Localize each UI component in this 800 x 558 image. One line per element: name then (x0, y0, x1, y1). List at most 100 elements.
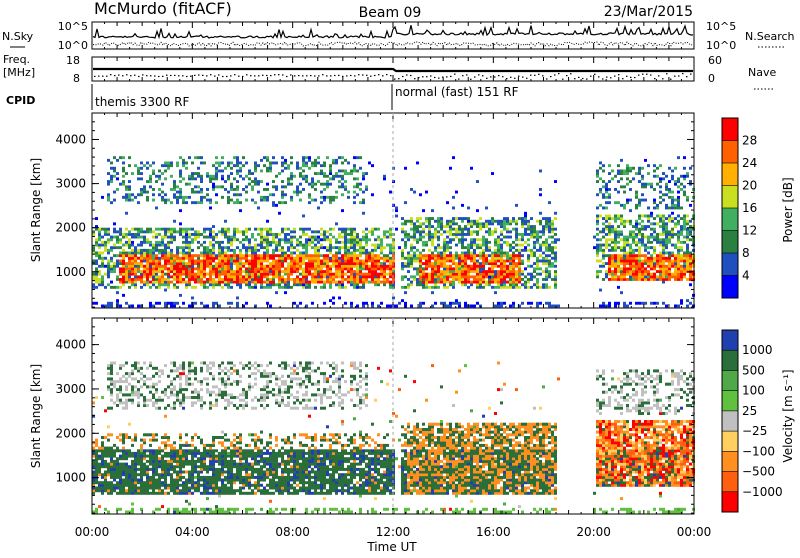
heatmap-cell (665, 267, 668, 270)
heatmap-cell (458, 273, 461, 276)
heatmap-cell (611, 228, 614, 231)
heatmap-cell (116, 399, 119, 402)
heatmap-cell (119, 439, 122, 442)
heatmap-cell (527, 302, 530, 305)
heatmap-cell (653, 170, 656, 173)
heatmap-cell (170, 175, 173, 178)
heatmap-cell (422, 286, 425, 289)
heatmap-cell (170, 249, 173, 252)
heatmap-cell (365, 281, 368, 284)
heatmap-cell (158, 473, 161, 476)
heatmap-cell (119, 281, 122, 284)
heatmap-cell (446, 236, 449, 239)
nave-point (374, 75, 376, 76)
heatmap-cell (374, 267, 377, 270)
heatmap-cell (443, 238, 446, 241)
heatmap-cell (656, 238, 659, 241)
heatmap-cell (611, 241, 614, 244)
heatmap-cell (377, 305, 380, 308)
heatmap-cell (338, 265, 341, 268)
heatmap-cell (608, 172, 611, 175)
heatmap-cell (548, 305, 551, 308)
heatmap-cell (140, 265, 143, 268)
heatmap-cell (332, 196, 335, 199)
heatmap-cell (227, 270, 230, 273)
heatmap-cell (140, 452, 143, 455)
heatmap-cell (467, 275, 470, 278)
heatmap-cell (431, 236, 434, 239)
heatmap-cell (143, 375, 146, 378)
heatmap-cell (455, 257, 458, 260)
heatmap-cell (341, 273, 344, 276)
heatmap-cell (152, 254, 155, 257)
heatmap-cell (320, 183, 323, 186)
heatmap-cell (143, 401, 146, 404)
heatmap-cell (644, 262, 647, 265)
heatmap-cell (134, 257, 137, 260)
heatmap-cell (203, 286, 206, 289)
heatmap-cell (206, 188, 209, 191)
heatmap-cell (251, 278, 254, 281)
heatmap-cell (401, 267, 404, 270)
heatmap-cell (161, 241, 164, 244)
nave-point (106, 76, 108, 77)
heatmap-cell (236, 273, 239, 276)
heatmap-cell (632, 265, 635, 268)
heatmap-cell (665, 270, 668, 273)
heatmap-cell (614, 267, 617, 270)
heatmap-cell (653, 199, 656, 202)
heatmap-cell (599, 177, 602, 180)
heatmap-cell (197, 278, 200, 281)
heatmap-cell (356, 236, 359, 239)
heatmap-cell (545, 275, 548, 278)
heatmap-cell (200, 273, 203, 276)
heatmap-cell (110, 236, 113, 239)
heatmap-cell (107, 238, 110, 241)
heatmap-cell (230, 254, 233, 257)
heatmap-cell (617, 236, 620, 239)
heatmap-cell (617, 260, 620, 263)
heatmap-cell (401, 257, 404, 260)
heatmap-cell (383, 254, 386, 257)
heatmap-cell (506, 265, 509, 268)
heatmap-cell (116, 457, 119, 460)
heatmap-cell (359, 254, 362, 257)
heatmap-cell (686, 278, 689, 281)
heatmap-cell (320, 191, 323, 194)
heatmap-cell (677, 233, 680, 236)
heatmap-cell (101, 260, 104, 263)
heatmap-cell (500, 233, 503, 236)
heatmap-cell (140, 257, 143, 260)
heatmap-cell (317, 230, 320, 233)
heatmap-cell (173, 302, 176, 305)
heatmap-cell (107, 262, 110, 265)
heatmap-cell (641, 273, 644, 276)
heatmap-cell (227, 275, 230, 278)
cpid-segment-2: normal (fast) 151 RF (395, 85, 519, 99)
heatmap-cell (101, 252, 104, 255)
heatmap-cell (548, 265, 551, 268)
nave-point (254, 75, 256, 76)
heatmap-cell (473, 257, 476, 260)
heatmap-cell (431, 252, 434, 255)
heatmap-cell (227, 196, 230, 199)
heatmap-cell (293, 191, 296, 194)
heatmap-cell (143, 449, 146, 452)
heatmap-cell (287, 283, 290, 286)
heatmap-cell (323, 233, 326, 236)
heatmap-cell (494, 249, 497, 252)
heatmap-cell (104, 409, 107, 412)
heatmap-cell (659, 196, 662, 199)
heatmap-cell (182, 302, 185, 305)
heatmap-cell (260, 228, 263, 231)
heatmap-cell (101, 283, 104, 286)
heatmap-cell (479, 275, 482, 278)
heatmap-cell (311, 302, 314, 305)
heatmap-cell (245, 236, 248, 239)
heatmap-cell (146, 196, 149, 199)
heatmap-cell (458, 270, 461, 273)
heatmap-cell (152, 479, 155, 482)
heatmap-cell (317, 254, 320, 257)
heatmap-cell (617, 201, 620, 204)
heatmap-cell (374, 246, 377, 249)
